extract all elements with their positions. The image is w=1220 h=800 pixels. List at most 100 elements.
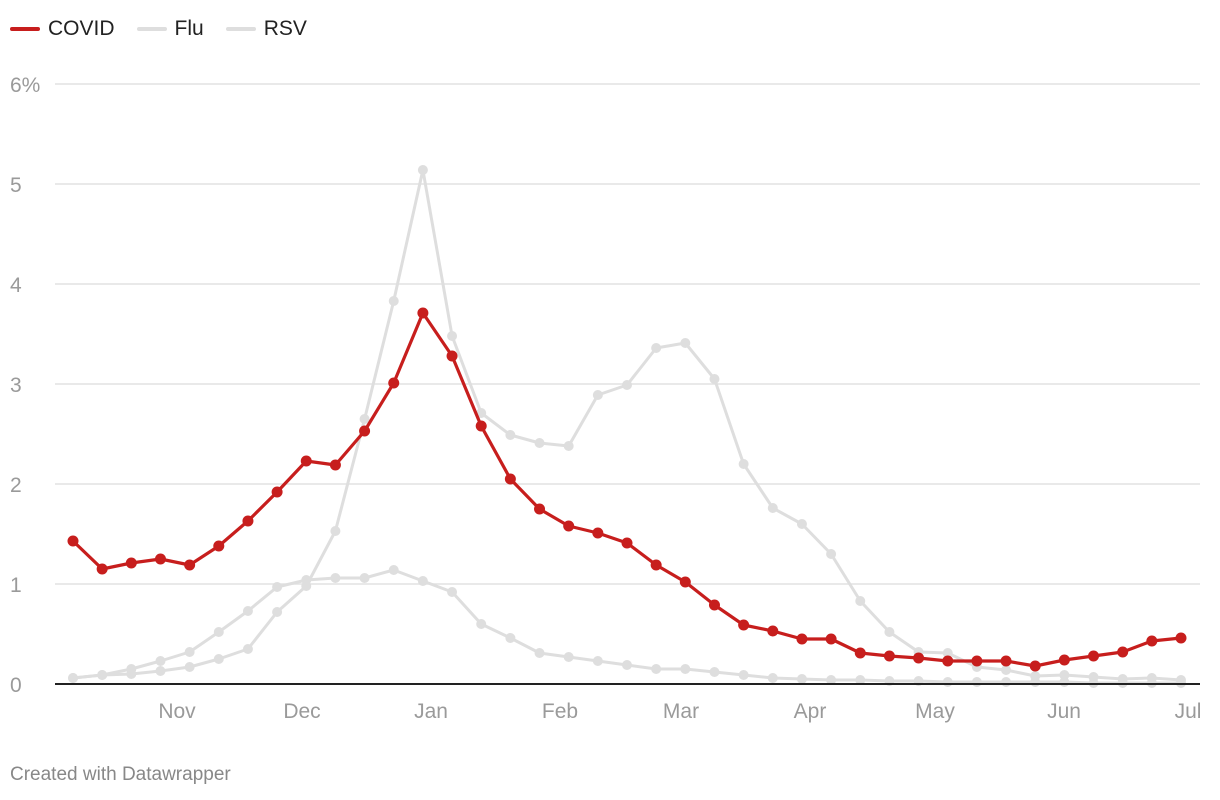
data-point-rsv[interactable] — [505, 430, 516, 440]
data-point-flu[interactable] — [68, 673, 78, 683]
data-point-rsv[interactable] — [447, 331, 458, 341]
data-point-flu[interactable] — [301, 575, 312, 585]
data-point-flu[interactable] — [417, 576, 428, 586]
data-point-flu[interactable] — [505, 633, 516, 643]
data-point-rsv[interactable] — [680, 338, 691, 348]
data-point-covid[interactable] — [1117, 646, 1129, 658]
data-point-rsv[interactable] — [709, 374, 720, 384]
data-point-flu[interactable] — [1001, 677, 1012, 687]
data-point-rsv[interactable] — [388, 296, 399, 306]
data-point-covid[interactable] — [650, 559, 662, 571]
data-point-rsv[interactable] — [738, 459, 749, 469]
data-point-flu[interactable] — [476, 619, 487, 629]
data-point-flu[interactable] — [155, 656, 166, 666]
data-point-rsv[interactable] — [272, 607, 283, 617]
data-point-rsv[interactable] — [622, 380, 632, 390]
data-point-covid[interactable] — [708, 599, 720, 611]
data-point-flu[interactable] — [855, 675, 866, 685]
data-point-rsv[interactable] — [155, 666, 166, 676]
data-point-flu[interactable] — [213, 627, 224, 637]
data-point-covid[interactable] — [388, 377, 400, 389]
data-point-flu[interactable] — [942, 677, 953, 687]
data-point-covid[interactable] — [213, 540, 225, 552]
data-point-rsv[interactable] — [826, 549, 837, 559]
data-point-covid[interactable] — [592, 527, 604, 539]
data-point-covid[interactable] — [184, 559, 196, 571]
data-point-covid[interactable] — [913, 652, 925, 664]
data-point-covid[interactable] — [271, 486, 283, 498]
legend-item-rsv[interactable]: RSV — [225, 17, 307, 41]
data-point-flu[interactable] — [359, 573, 370, 583]
data-point-flu[interactable] — [651, 664, 662, 674]
data-point-flu[interactable] — [534, 648, 545, 658]
data-point-flu[interactable] — [447, 587, 458, 597]
data-point-rsv[interactable] — [796, 519, 807, 529]
data-point-rsv[interactable] — [213, 654, 224, 664]
data-point-covid[interactable] — [154, 553, 166, 565]
data-point-rsv[interactable] — [767, 503, 778, 513]
data-point-covid[interactable] — [854, 647, 866, 659]
data-point-covid[interactable] — [534, 503, 546, 515]
data-point-covid[interactable] — [679, 576, 691, 588]
data-point-rsv[interactable] — [417, 165, 428, 175]
data-point-flu[interactable] — [330, 573, 341, 583]
data-point-rsv[interactable] — [651, 343, 662, 353]
data-point-flu[interactable] — [971, 677, 982, 687]
data-point-covid[interactable] — [446, 350, 458, 362]
footer-credit[interactable]: Created with Datawrapper — [10, 764, 231, 785]
data-point-rsv[interactable] — [1059, 670, 1070, 680]
data-point-covid[interactable] — [359, 425, 371, 437]
data-point-covid[interactable] — [1175, 632, 1187, 644]
data-point-covid[interactable] — [417, 307, 429, 319]
data-point-covid[interactable] — [329, 459, 341, 471]
data-point-rsv[interactable] — [942, 648, 953, 658]
data-point-covid[interactable] — [796, 633, 808, 645]
data-point-covid[interactable] — [971, 655, 983, 667]
data-point-covid[interactable] — [504, 473, 516, 485]
data-point-covid[interactable] — [242, 515, 254, 527]
data-point-flu[interactable] — [1030, 677, 1041, 687]
data-point-flu[interactable] — [680, 664, 691, 674]
data-point-flu[interactable] — [184, 647, 195, 657]
data-point-flu[interactable] — [796, 674, 807, 684]
data-point-covid[interactable] — [1058, 654, 1070, 666]
data-point-flu[interactable] — [97, 670, 108, 680]
data-point-covid[interactable] — [767, 625, 779, 637]
data-point-covid[interactable] — [621, 537, 633, 549]
legend-item-covid[interactable]: COVID — [10, 17, 115, 41]
data-point-flu[interactable] — [388, 565, 399, 575]
data-point-covid[interactable] — [1146, 635, 1158, 647]
data-point-rsv[interactable] — [592, 390, 603, 400]
data-point-rsv[interactable] — [184, 662, 195, 672]
data-point-rsv[interactable] — [534, 438, 545, 448]
data-point-rsv[interactable] — [242, 644, 253, 654]
data-point-covid[interactable] — [300, 455, 312, 467]
data-point-covid[interactable] — [883, 650, 895, 662]
legend-item-flu[interactable]: Flu — [136, 17, 204, 41]
data-point-rsv[interactable] — [884, 627, 895, 637]
data-point-covid[interactable] — [738, 619, 750, 631]
data-point-flu[interactable] — [767, 673, 778, 683]
data-point-flu[interactable] — [826, 675, 837, 685]
data-point-covid[interactable] — [125, 557, 137, 569]
data-point-covid[interactable] — [563, 520, 575, 532]
data-point-rsv[interactable] — [855, 596, 866, 606]
data-point-rsv[interactable] — [330, 526, 341, 536]
data-point-flu[interactable] — [1059, 677, 1070, 687]
data-point-flu[interactable] — [738, 670, 749, 680]
data-point-flu[interactable] — [592, 656, 603, 666]
data-point-rsv[interactable] — [476, 408, 487, 418]
data-point-covid[interactable] — [475, 420, 487, 432]
data-point-covid[interactable] — [1000, 655, 1012, 667]
data-point-flu[interactable] — [622, 660, 632, 670]
data-point-flu[interactable] — [709, 667, 720, 677]
data-point-covid[interactable] — [1088, 650, 1100, 662]
data-point-flu[interactable] — [126, 664, 137, 674]
data-point-flu[interactable] — [272, 582, 283, 592]
data-point-rsv[interactable] — [563, 441, 574, 451]
data-point-flu[interactable] — [242, 606, 253, 616]
data-point-covid[interactable] — [67, 535, 79, 547]
data-point-covid[interactable] — [942, 655, 954, 667]
data-point-rsv[interactable] — [1001, 665, 1012, 675]
data-point-covid[interactable] — [1029, 660, 1041, 672]
